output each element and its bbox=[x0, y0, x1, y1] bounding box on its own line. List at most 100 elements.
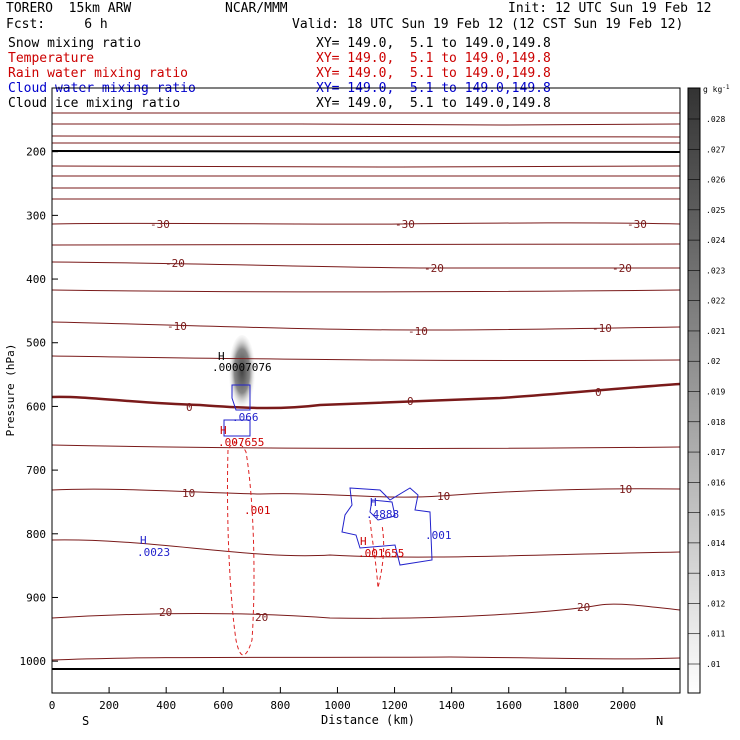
contour-minus-30 bbox=[51, 222, 681, 225]
label-minus-20-c: -20 bbox=[612, 262, 632, 275]
cloud-water-value-001: .001 bbox=[425, 529, 452, 542]
y-tick-label-200: 200 bbox=[26, 146, 46, 159]
x-axis-label: Distance (km) bbox=[321, 713, 415, 727]
colorbar-label-15: .025 bbox=[706, 206, 725, 215]
model-title: TORERO 15km ARW bbox=[6, 1, 132, 16]
label-twenty-b: 20 bbox=[255, 611, 268, 624]
colorbar-label-12: .022 bbox=[706, 297, 725, 306]
label-zero-a: 0 bbox=[186, 401, 193, 414]
plot-frame bbox=[51, 87, 681, 694]
contour-minus-15 bbox=[51, 289, 681, 293]
colorbar-unit: g kg-1 bbox=[703, 84, 730, 94]
legend-temperature-xy: XY= 149.0, 5.1 to 149.0,149.8 bbox=[316, 51, 551, 66]
colorbar-label-13: .023 bbox=[706, 266, 725, 275]
y-tick-label-700: 700 bbox=[26, 464, 46, 477]
label-ten-b: 10 bbox=[437, 490, 450, 503]
x-tick-label-200: 200 bbox=[99, 699, 119, 712]
y-tick-label-300: 300 bbox=[26, 209, 46, 222]
x-tick-label-1000: 1000 bbox=[324, 699, 351, 712]
label-ten-c: 10 bbox=[619, 483, 632, 496]
label-minus-20-a: -20 bbox=[165, 257, 185, 270]
rain-high-value: .007655 bbox=[218, 436, 264, 449]
legend-cloud-ice-label: Cloud ice mixing ratio bbox=[8, 96, 181, 111]
label-minus-30-a: -30 bbox=[150, 218, 170, 231]
snow-shading bbox=[228, 335, 256, 415]
colorbar-label-18: .028 bbox=[706, 115, 725, 124]
y-tick-label-900: 900 bbox=[26, 591, 46, 604]
colorbar-label-5: .015 bbox=[706, 509, 725, 518]
cloud-water-high-value: .4888 bbox=[366, 508, 399, 521]
label-minus-20-b: -20 bbox=[424, 262, 444, 275]
rain-high-marker: H bbox=[220, 424, 227, 437]
y-axis-label: Pressure (hPa) bbox=[4, 344, 17, 437]
contour-minus-5 bbox=[51, 355, 681, 362]
x-tick-label-1400: 1400 bbox=[438, 699, 465, 712]
x-tick-label-1600: 1600 bbox=[495, 699, 522, 712]
contour-minus-20 bbox=[51, 261, 680, 269]
temperature-contours bbox=[51, 222, 681, 661]
x-axis: 0 200 400 600 800 1000 1200 1400 1600 1800 2000 bbox=[49, 687, 636, 712]
colorbar-label-10: .02 bbox=[706, 357, 721, 366]
y-tick-label-400: 400 bbox=[26, 273, 46, 286]
snow-high-value: .00007076 bbox=[212, 361, 272, 374]
y-tick-label-800: 800 bbox=[26, 528, 46, 541]
legend-temperature-label: Temperature bbox=[8, 51, 95, 66]
colorbar-label-1: .011 bbox=[706, 630, 725, 639]
colorbar-label-0: .01 bbox=[706, 660, 721, 669]
x-tick-label-400: 400 bbox=[156, 699, 176, 712]
init-time: Init: 12 UTC Sun 19 Feb 12 bbox=[508, 1, 712, 16]
legend-snow-xy: XY= 149.0, 5.1 to 149.0,149.8 bbox=[316, 36, 551, 51]
label-zero-b: 0 bbox=[407, 395, 414, 408]
label-minus-30-b: -30 bbox=[395, 218, 415, 231]
cloud-water-value-066: .066 bbox=[232, 411, 259, 424]
contour-zero bbox=[51, 382, 681, 410]
field-annotations: H .00007076 .066 H .007655 .001 H .4888 … bbox=[137, 350, 452, 560]
upper-temperature-contours bbox=[51, 112, 681, 200]
rain-water-contours bbox=[226, 442, 385, 656]
rain-value-001: .001 bbox=[244, 504, 271, 517]
label-minus-10-b: -10 bbox=[408, 325, 428, 338]
valid-time: Valid: 18 UTC Sun 19 Feb 12 (12 CST Sun … bbox=[292, 17, 684, 32]
label-zero-c: 0 bbox=[595, 386, 602, 399]
y-axis: 200 300 400 500 600 700 800 900 1000 bbox=[20, 146, 58, 668]
y-tick-label-600: 600 bbox=[26, 400, 46, 413]
colorbar-label-2: .012 bbox=[706, 599, 725, 608]
colorbar-label-16: .026 bbox=[706, 176, 725, 185]
north-end-label: N bbox=[656, 714, 663, 728]
contour-plus-25 bbox=[51, 656, 681, 661]
label-ten-a: 10 bbox=[182, 487, 195, 500]
center-title: NCAR/MMM bbox=[225, 1, 288, 16]
label-minus-10-c: -10 bbox=[592, 322, 612, 335]
colorbar-labels: .01 .011 .012 .013 .014 .015 .016 .017 .018 .019.… bbox=[688, 115, 725, 669]
cloud-water-contours bbox=[223, 384, 433, 566]
forecast-hour: Fcst: 6 h bbox=[6, 17, 108, 32]
label-twenty-c: 20 bbox=[577, 601, 590, 614]
label-twenty-a: 20 bbox=[159, 606, 172, 619]
contour-plus-10 bbox=[51, 488, 681, 498]
colorbar-label-14: .024 bbox=[706, 236, 725, 245]
colorbar-label-3: .013 bbox=[706, 569, 725, 578]
cloud-water-south-value: .0023 bbox=[137, 546, 170, 559]
legend-rain-xy: XY= 149.0, 5.1 to 149.0,149.8 bbox=[316, 66, 551, 81]
contour-minus-10 bbox=[51, 321, 681, 331]
south-end-label: S bbox=[82, 714, 89, 728]
x-tick-label-1800: 1800 bbox=[553, 699, 580, 712]
cloud-water-south-marker: H bbox=[140, 534, 147, 547]
cloud-water-high-marker: H bbox=[370, 496, 377, 509]
label-minus-10-a: -10 bbox=[167, 320, 187, 333]
label-minus-30-c: -30 bbox=[627, 218, 647, 231]
x-tick-label-1200: 1200 bbox=[381, 699, 408, 712]
colorbar-label-8: .018 bbox=[706, 418, 725, 427]
y-tick-label-500: 500 bbox=[26, 337, 46, 350]
legend-rain-label: Rain water mixing ratio bbox=[8, 66, 189, 81]
colorbar-label-7: .017 bbox=[706, 448, 725, 457]
x-tick-label-800: 800 bbox=[270, 699, 290, 712]
contour-plus-15 bbox=[51, 539, 681, 558]
colorbar-label-9: .019 bbox=[706, 388, 725, 397]
y-tick-label-1000: 1000 bbox=[20, 655, 47, 668]
colorbar-label-6: .016 bbox=[706, 478, 725, 487]
colorbar bbox=[687, 87, 701, 694]
rain-second-high-marker: H bbox=[360, 535, 367, 548]
x-tick-label-2000: 2000 bbox=[610, 699, 637, 712]
